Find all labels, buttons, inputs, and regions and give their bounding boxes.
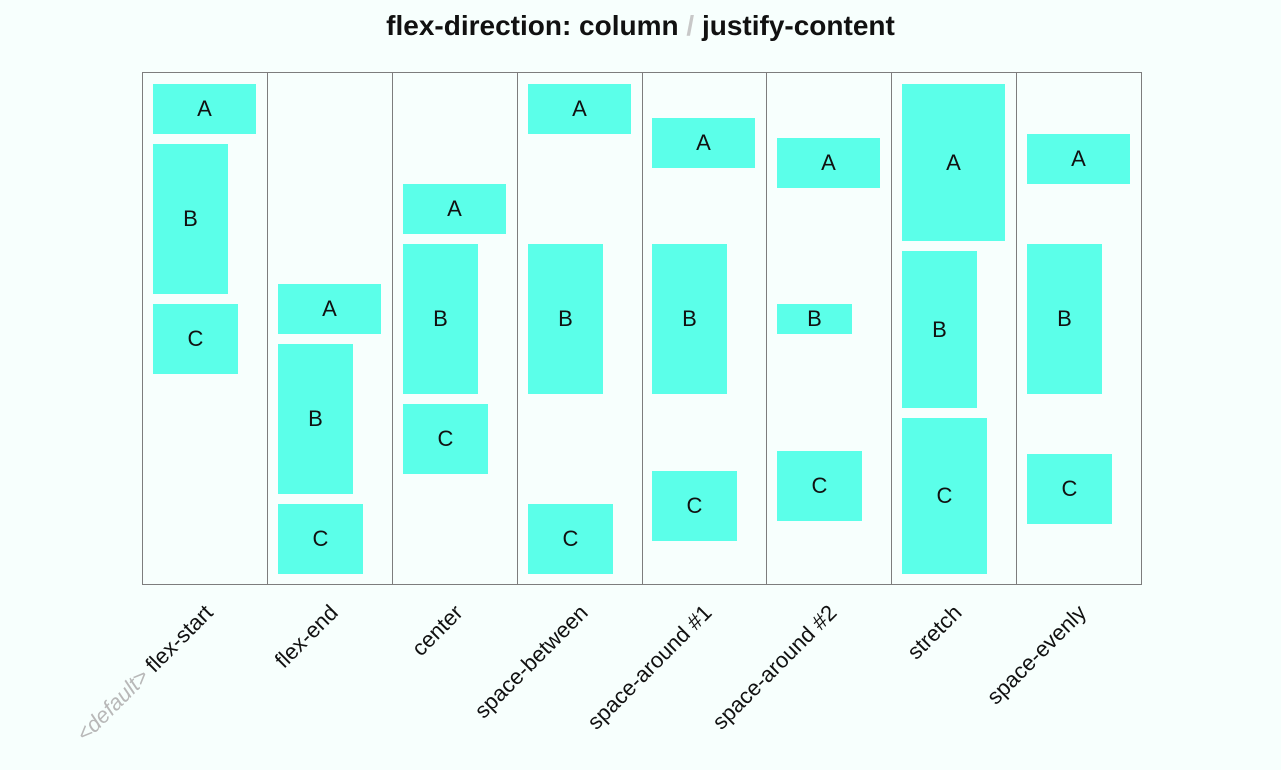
title-justify: justify-content: [701, 10, 895, 41]
flex-item-b: B: [1027, 244, 1102, 394]
flex-item-a: A: [153, 84, 256, 134]
flex-item-a: A: [278, 284, 381, 334]
column-label: space-evenly: [982, 600, 1092, 710]
column-space-around-1: A B C: [642, 73, 767, 584]
column-space-around-2: A B C: [767, 73, 892, 584]
column-label: space-around #2: [707, 600, 842, 735]
column-label: space-between: [470, 600, 594, 724]
column-space-between: A B C: [518, 73, 643, 584]
column-label-text: space-between: [469, 599, 593, 723]
flex-item-c: C: [777, 451, 862, 521]
column-label: flex-end: [270, 600, 344, 674]
flex-item-b: B: [153, 144, 228, 294]
flex-item-b: B: [777, 304, 852, 334]
flex-item-a: A: [1027, 134, 1130, 184]
column-label: center: [407, 600, 469, 662]
flex-item-b: B: [528, 244, 603, 394]
flex-item-c: C: [403, 404, 488, 474]
column-label: <default> flex-start: [71, 600, 218, 747]
column-label-text: space-evenly: [981, 599, 1092, 710]
flex-item-b: B: [278, 344, 353, 494]
title-direction: flex-direction: column: [386, 10, 679, 41]
flex-item-b: B: [902, 251, 977, 408]
flex-item-c: C: [278, 504, 363, 574]
column-label-text: flex-start: [140, 599, 218, 678]
flex-item-a: A: [777, 138, 880, 188]
flex-item-c: C: [652, 471, 737, 541]
column-label: stretch: [902, 600, 967, 665]
flex-item-b: B: [403, 244, 478, 394]
flex-item-b: B: [652, 244, 727, 394]
default-tag: <default>: [71, 659, 159, 747]
column-label-text: flex-end: [269, 599, 343, 673]
column-label: space-around #1: [582, 600, 717, 735]
flex-item-c: C: [1027, 454, 1112, 524]
page-title: flex-direction: column / justify-content: [0, 10, 1281, 42]
column-label-text: space-around #2: [707, 599, 842, 735]
flex-item-a: A: [528, 84, 631, 134]
title-separator: /: [686, 10, 695, 41]
flex-item-a: A: [403, 184, 506, 234]
flex-item-a: A: [902, 84, 1005, 241]
column-label-text: stretch: [902, 599, 967, 665]
flex-item-c: C: [528, 504, 613, 574]
flex-item-a: A: [652, 118, 755, 168]
column-label-text: center: [406, 599, 468, 661]
flex-item-c: C: [153, 304, 238, 374]
column-label-text: space-around #1: [582, 599, 717, 735]
flex-item-c: C: [902, 418, 987, 574]
